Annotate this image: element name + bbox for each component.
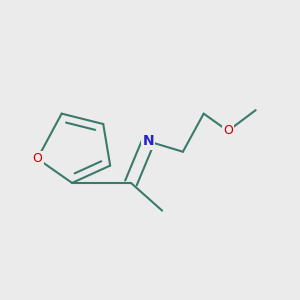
Text: O: O	[32, 152, 42, 165]
Text: N: N	[142, 134, 154, 148]
Text: O: O	[223, 124, 233, 137]
